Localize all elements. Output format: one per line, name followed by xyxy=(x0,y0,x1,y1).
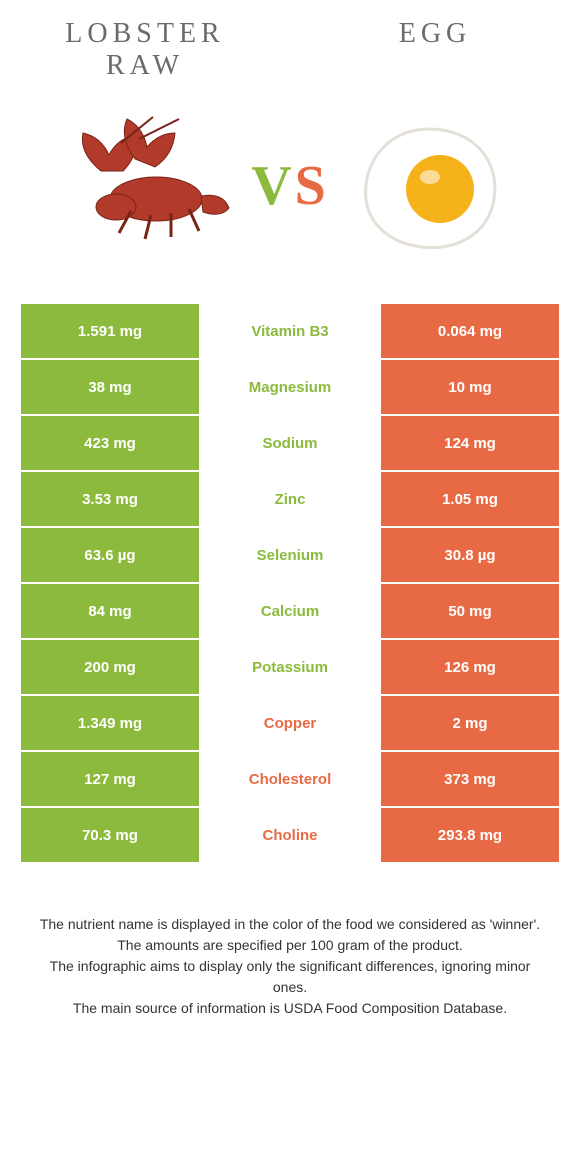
left-value-cell: 63.6 µg xyxy=(21,528,201,582)
nutrient-name-cell: Cholesterol xyxy=(201,752,379,806)
egg-image xyxy=(329,96,529,276)
nutrient-row: 423 mgSodium124 mg xyxy=(21,416,559,472)
left-value-cell: 70.3 mg xyxy=(21,808,201,862)
nutrient-name-cell: Choline xyxy=(201,808,379,862)
nutrient-table: 1.591 mgVitamin B30.064 mg38 mgMagnesium… xyxy=(21,304,559,864)
right-value-cell: 10 mg xyxy=(379,360,559,414)
nutrient-name-cell: Selenium xyxy=(201,528,379,582)
nutrient-name-cell: Magnesium xyxy=(201,360,379,414)
left-value-cell: 1.591 mg xyxy=(21,304,201,358)
footer-line: The infographic aims to display only the… xyxy=(38,956,542,998)
right-value-cell: 0.064 mg xyxy=(379,304,559,358)
vs-letter-v: V xyxy=(251,155,294,217)
left-value-cell: 1.349 mg xyxy=(21,696,201,750)
vs-label: VS xyxy=(251,154,329,218)
footer-line: The nutrient name is displayed in the co… xyxy=(38,914,542,935)
nutrient-row: 127 mgCholesterol373 mg xyxy=(21,752,559,808)
images-row: VS xyxy=(0,90,580,304)
nutrient-name-cell: Calcium xyxy=(201,584,379,638)
left-value-cell: 84 mg xyxy=(21,584,201,638)
titles-row: LOBSTER RAW EGG xyxy=(0,0,580,90)
left-value-cell: 200 mg xyxy=(21,640,201,694)
nutrient-name-cell: Copper xyxy=(201,696,379,750)
footer-line: The amounts are specified per 100 gram o… xyxy=(38,935,542,956)
nutrient-row: 200 mgPotassium126 mg xyxy=(21,640,559,696)
lobster-image xyxy=(51,96,251,276)
nutrient-row: 38 mgMagnesium10 mg xyxy=(21,360,559,416)
nutrient-row: 63.6 µgSelenium30.8 µg xyxy=(21,528,559,584)
right-value-cell: 293.8 mg xyxy=(379,808,559,862)
vs-letter-s: S xyxy=(295,155,329,217)
left-value-cell: 127 mg xyxy=(21,752,201,806)
left-food-title: LOBSTER RAW xyxy=(0,18,290,82)
right-value-cell: 30.8 µg xyxy=(379,528,559,582)
nutrient-name-cell: Potassium xyxy=(201,640,379,694)
footer-line: The main source of information is USDA F… xyxy=(38,998,542,1019)
nutrient-row: 84 mgCalcium50 mg xyxy=(21,584,559,640)
right-value-cell: 373 mg xyxy=(379,752,559,806)
right-value-cell: 1.05 mg xyxy=(379,472,559,526)
left-value-cell: 423 mg xyxy=(21,416,201,470)
nutrient-row: 70.3 mgCholine293.8 mg xyxy=(21,808,559,864)
right-value-cell: 126 mg xyxy=(379,640,559,694)
right-food-title: EGG xyxy=(290,18,580,50)
nutrient-row: 1.349 mgCopper2 mg xyxy=(21,696,559,752)
nutrient-name-cell: Sodium xyxy=(201,416,379,470)
nutrient-name-cell: Vitamin B3 xyxy=(201,304,379,358)
right-value-cell: 124 mg xyxy=(379,416,559,470)
left-value-cell: 38 mg xyxy=(21,360,201,414)
right-value-cell: 2 mg xyxy=(379,696,559,750)
nutrient-row: 1.591 mgVitamin B30.064 mg xyxy=(21,304,559,360)
right-value-cell: 50 mg xyxy=(379,584,559,638)
nutrient-row: 3.53 mgZinc1.05 mg xyxy=(21,472,559,528)
left-value-cell: 3.53 mg xyxy=(21,472,201,526)
footer-notes: The nutrient name is displayed in the co… xyxy=(0,864,580,1019)
nutrient-name-cell: Zinc xyxy=(201,472,379,526)
